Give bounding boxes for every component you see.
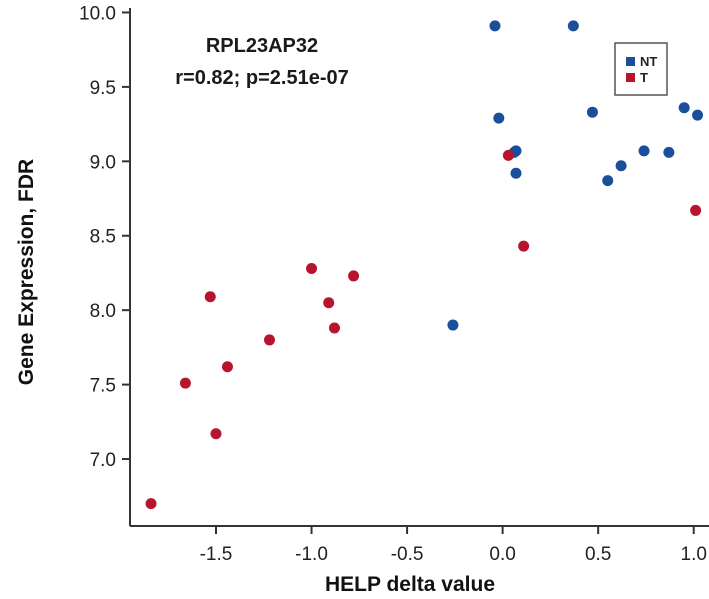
data-points (145, 20, 704, 510)
x-axis-title: HELP delta value (325, 573, 495, 596)
legend-box (614, 42, 668, 96)
data-point-nt (638, 145, 650, 157)
data-point-t (502, 149, 514, 161)
data-point-nt (663, 146, 675, 158)
data-point-t (179, 377, 191, 389)
legend: NT T (614, 42, 668, 96)
y-axis-title: Gene Expression, FDR (15, 159, 38, 385)
data-point-nt (678, 102, 690, 114)
data-point-t (221, 361, 233, 373)
data-point-nt (586, 106, 598, 118)
data-point-t (306, 262, 318, 274)
legend-swatch-t (626, 73, 635, 82)
data-point-nt (493, 112, 505, 124)
x-tick-label: -1.0 (295, 544, 328, 565)
data-point-t (145, 498, 157, 510)
x-ticks: -1.5 -1.0 -0.5 0.0 0.5 1.0 (200, 526, 707, 565)
data-point-nt (692, 109, 704, 121)
x-tick-label: -1.5 (200, 544, 233, 565)
data-point-t (263, 334, 275, 346)
plot-frame (129, 8, 709, 527)
data-point-t (518, 240, 530, 252)
legend-swatch-nt (626, 57, 635, 66)
data-point-t (690, 204, 702, 216)
y-tick-label: 7.0 (90, 450, 116, 471)
y-tick-label: 10.0 (79, 3, 116, 24)
data-point-nt (447, 319, 459, 331)
data-point-nt (602, 175, 614, 187)
data-point-t (348, 270, 360, 282)
data-point-nt (615, 160, 627, 172)
y-tick-label: 9.0 (90, 152, 116, 173)
y-tick-label: 8.5 (90, 227, 116, 248)
data-point-t (204, 291, 216, 303)
x-tick-label: -0.5 (391, 544, 424, 565)
x-tick-label: 1.0 (681, 544, 707, 565)
y-tick-label: 7.5 (90, 376, 116, 397)
legend-label-nt: NT (640, 54, 657, 69)
chart-annotation-stats: r=0.82; p=2.51e-07 (175, 67, 348, 89)
y-ticks: 7.0 7.5 8.0 8.5 9.0 9.5 10.0 (79, 3, 130, 471)
data-point-t (210, 428, 222, 440)
x-tick-label: 0.0 (489, 544, 515, 565)
y-tick-label: 9.5 (90, 78, 116, 99)
data-point-t (328, 322, 340, 334)
data-point-nt (510, 167, 522, 179)
data-point-nt (489, 20, 501, 32)
y-tick-label: 8.0 (90, 301, 116, 322)
data-point-t (323, 297, 335, 309)
data-point-nt (567, 20, 579, 32)
x-tick-label: 0.5 (585, 544, 611, 565)
chart-annotation-gene: RPL23AP32 (206, 35, 318, 57)
legend-label-t: T (640, 70, 648, 85)
